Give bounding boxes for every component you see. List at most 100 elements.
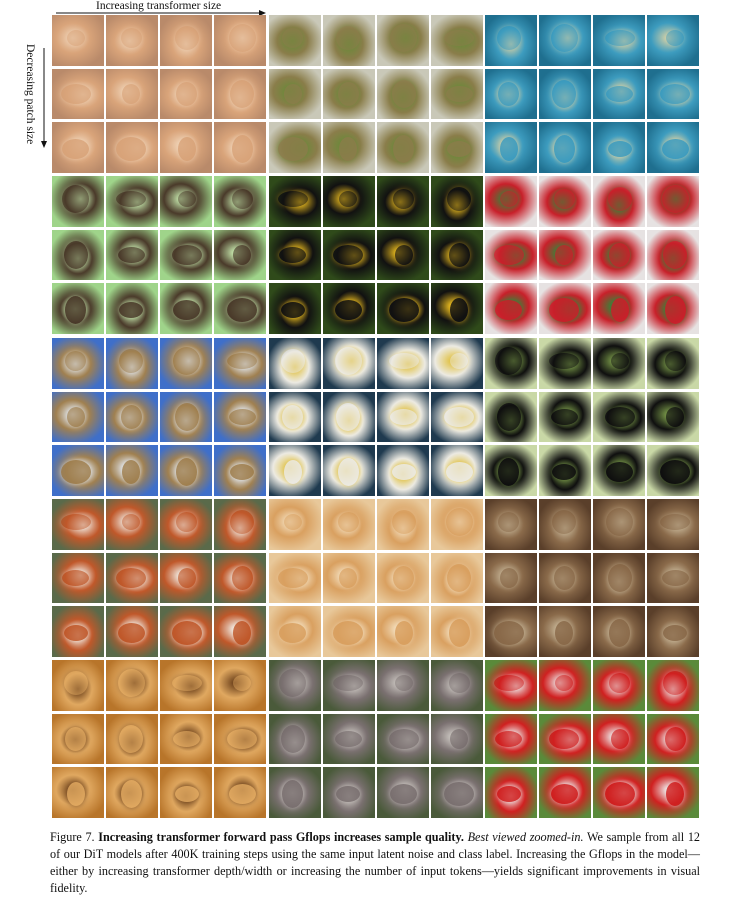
sample-image	[269, 606, 321, 657]
sample-image	[160, 606, 212, 657]
sample-image	[214, 338, 266, 389]
sample-image	[52, 229, 104, 280]
sample-image	[106, 15, 158, 66]
sample-image	[485, 606, 537, 657]
subject-shape	[499, 191, 518, 208]
subject-shape	[607, 563, 632, 592]
subject-shape	[553, 565, 575, 590]
sample-image	[323, 445, 375, 496]
sample-image	[323, 15, 375, 66]
subject-shape	[390, 24, 417, 53]
sample-image	[106, 68, 158, 119]
sample-image	[214, 660, 266, 711]
subject-shape	[447, 187, 471, 212]
subject-shape	[448, 619, 470, 648]
sample-image	[539, 338, 591, 389]
sample-image	[52, 767, 104, 818]
subject-shape	[552, 464, 576, 481]
subject-shape	[120, 404, 142, 429]
sample-image	[214, 229, 266, 280]
sample-image	[539, 176, 591, 227]
sample-image	[539, 391, 591, 442]
panel-dog	[52, 15, 266, 173]
subject-shape	[450, 353, 468, 370]
sample-image	[593, 660, 645, 711]
sample-image	[539, 283, 591, 334]
subject-shape	[496, 26, 521, 51]
subject-shape	[606, 508, 633, 537]
sample-image	[593, 283, 645, 334]
subject-shape	[450, 298, 468, 323]
sample-image	[214, 122, 266, 173]
sample-image	[593, 499, 645, 550]
sample-image	[485, 499, 537, 550]
panel-toucan	[269, 176, 483, 334]
subject-shape	[65, 726, 86, 751]
subject-shape	[388, 353, 419, 370]
sample-image	[377, 176, 429, 227]
subject-shape	[666, 30, 684, 47]
sample-image	[539, 552, 591, 603]
sample-image	[106, 338, 158, 389]
subject-shape	[233, 675, 251, 692]
subject-shape	[62, 185, 89, 214]
subject-shape	[116, 137, 146, 162]
sample-image	[431, 176, 483, 227]
sample-image	[214, 391, 266, 442]
sample-image	[106, 176, 158, 227]
sample-image	[323, 499, 375, 550]
sample-image	[106, 767, 158, 818]
sample-image	[593, 552, 645, 603]
sample-image	[160, 68, 212, 119]
sample-image	[593, 122, 645, 173]
subject-shape	[117, 623, 145, 644]
sample-image	[214, 606, 266, 657]
sample-image	[431, 552, 483, 603]
sample-image	[52, 606, 104, 657]
subject-shape	[549, 298, 579, 323]
panel-frog	[269, 15, 483, 173]
sample-image	[323, 767, 375, 818]
sample-image	[485, 122, 537, 173]
panel-koala	[269, 660, 483, 818]
subject-shape	[337, 81, 359, 106]
subject-shape	[228, 784, 256, 805]
subject-shape	[227, 728, 257, 749]
subject-shape	[336, 786, 360, 803]
subject-shape	[609, 619, 630, 648]
panel-red-panda	[52, 499, 266, 657]
subject-shape	[498, 512, 519, 533]
subject-shape	[606, 462, 633, 483]
sample-image	[52, 499, 104, 550]
sample-image	[269, 499, 321, 550]
sample-image	[647, 767, 699, 818]
sample-image	[269, 338, 321, 389]
subject-shape	[552, 510, 576, 535]
sample-image	[593, 767, 645, 818]
sample-image	[377, 283, 429, 334]
sample-image	[593, 338, 645, 389]
sample-image	[431, 391, 483, 442]
subject-shape	[230, 79, 254, 108]
caption-title: Increasing transformer forward pass Gflo…	[98, 830, 464, 844]
sample-image	[431, 606, 483, 657]
subject-shape	[390, 784, 417, 805]
subject-shape	[177, 567, 196, 588]
sample-image	[269, 176, 321, 227]
subject-shape	[337, 512, 359, 533]
caption-emphasis: Best viewed zoomed-in.	[467, 830, 584, 844]
subject-shape	[610, 728, 629, 749]
sample-image	[539, 68, 591, 119]
sample-image	[485, 391, 537, 442]
sample-image	[593, 445, 645, 496]
sample-image	[160, 176, 212, 227]
sample-image	[647, 499, 699, 550]
subject-shape	[393, 135, 414, 164]
subject-shape	[176, 458, 197, 487]
sample-image	[106, 552, 158, 603]
sample-image	[485, 660, 537, 711]
subject-shape	[337, 458, 359, 487]
sample-image	[539, 229, 591, 280]
sample-image	[160, 713, 212, 764]
subject-shape	[119, 724, 143, 753]
